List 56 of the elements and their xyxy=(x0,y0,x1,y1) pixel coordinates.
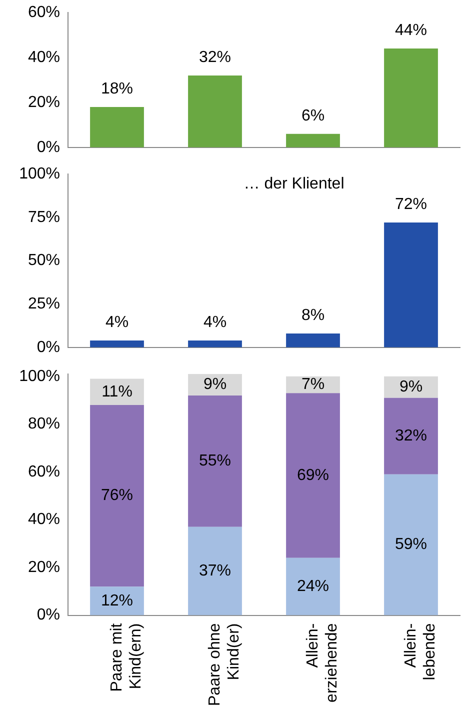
data-label: 11% xyxy=(102,383,132,400)
y-tick-label: 40% xyxy=(28,511,60,528)
y-tick-label: 100% xyxy=(19,368,60,385)
bar xyxy=(384,398,438,474)
annotation: … der Klientel xyxy=(244,175,344,192)
bar xyxy=(286,393,340,558)
bar xyxy=(188,76,242,148)
bar xyxy=(286,134,340,148)
data-label: 9% xyxy=(203,376,227,394)
data-label: 76% xyxy=(100,487,134,504)
data-label: 6% xyxy=(301,107,325,124)
bar xyxy=(90,340,144,348)
bar xyxy=(286,558,340,616)
bar xyxy=(188,396,242,527)
x-tick-label: Paare ohne Kind(er) xyxy=(206,623,243,706)
data-label: 4% xyxy=(105,314,129,331)
bar xyxy=(90,586,144,616)
data-label: 44% xyxy=(394,22,428,39)
data-label: 12% xyxy=(100,592,134,610)
data-label: 7% xyxy=(301,376,325,394)
data-label: 8% xyxy=(301,306,325,324)
data-label: 59% xyxy=(394,536,428,554)
bar xyxy=(384,222,438,348)
data-label: 4% xyxy=(203,314,227,331)
data-label: 18% xyxy=(100,80,134,98)
y-tick-label: 60% xyxy=(28,4,60,22)
bar xyxy=(384,48,438,148)
bar xyxy=(286,334,340,348)
y-tick-label: 50% xyxy=(28,252,60,270)
y-tick-label: 100% xyxy=(19,165,60,182)
y-tick-label: 0% xyxy=(36,338,60,356)
data-label: 24% xyxy=(296,578,330,596)
bar xyxy=(188,526,242,616)
bar xyxy=(90,405,144,587)
data-label: 72% xyxy=(394,196,428,213)
y-tick-label: 20% xyxy=(28,558,60,576)
data-label: 32% xyxy=(198,48,232,66)
bar xyxy=(188,340,242,348)
data-label: 32% xyxy=(394,428,428,445)
y-tick-label: 25% xyxy=(28,295,60,312)
data-label: 55% xyxy=(198,452,232,470)
bar xyxy=(90,106,144,148)
x-tick-label: Allein- lebende xyxy=(402,623,439,680)
y-tick-label: 0% xyxy=(36,606,60,624)
y-tick-label: 40% xyxy=(28,48,60,66)
data-label: 37% xyxy=(198,562,232,580)
y-tick-label: 20% xyxy=(28,94,60,111)
y-tick-label: 80% xyxy=(28,416,60,433)
bar xyxy=(384,474,438,616)
data-label: 69% xyxy=(296,466,330,484)
y-tick-label: 0% xyxy=(36,138,60,156)
data-label: 9% xyxy=(399,378,423,396)
y-tick-label: 75% xyxy=(28,208,60,226)
x-tick-label: Paare mit Kind(ern) xyxy=(108,622,145,692)
y-tick-label: 60% xyxy=(28,463,60,480)
x-tick-label: Allein- erziehende xyxy=(304,623,341,702)
